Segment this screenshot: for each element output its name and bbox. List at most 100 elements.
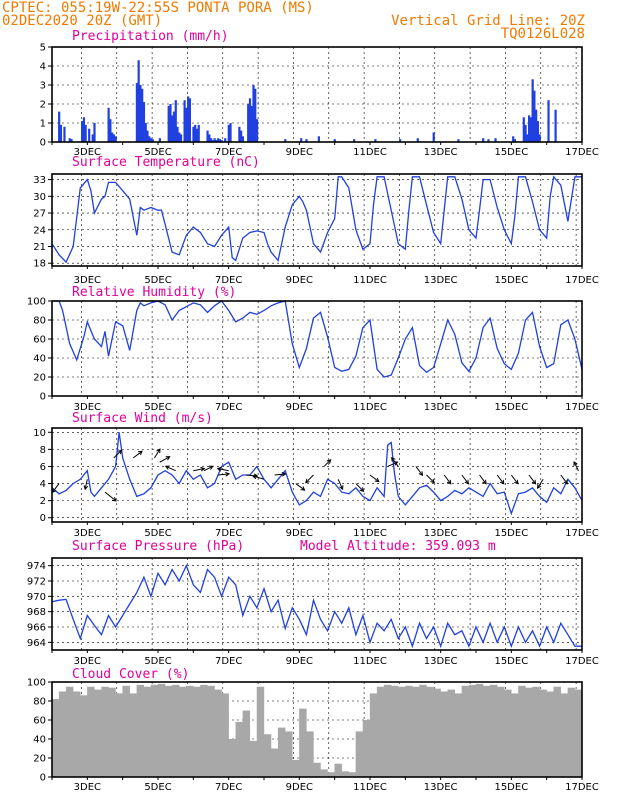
cloud-xtick-label: 13DEC [424, 782, 458, 793]
precip-bar [284, 139, 287, 142]
precip-bar [84, 124, 87, 142]
wind-vector-head [156, 448, 161, 454]
precip-ytick-label: 3 [40, 81, 46, 92]
temperature-ytick-label: 21 [33, 242, 46, 253]
pressure-ytick-label: 970 [27, 592, 46, 603]
wind-vector-arrow [443, 474, 452, 485]
cloud-bar [475, 683, 484, 777]
precip-bar [482, 138, 485, 142]
precip-bar [107, 107, 110, 142]
wind-vector-head [252, 474, 258, 480]
pressure-xtick-label: 13DEC [424, 656, 458, 667]
precip-bar [167, 105, 170, 142]
precip-bar [158, 138, 161, 142]
cloud-ytick-label: 100 [27, 678, 46, 689]
pressure-ytick-label: 966 [27, 623, 46, 634]
humidity-series-line [52, 300, 583, 378]
cloud-bar [186, 685, 194, 777]
precip-bar [141, 88, 144, 142]
wind-vector-arrow [537, 479, 544, 489]
cloud-bar [263, 734, 272, 777]
cloud-bar [58, 691, 67, 777]
wind-vector-arrow [323, 459, 332, 467]
cloud-bar [560, 693, 569, 777]
wind-ytick-label: 8 [40, 445, 46, 456]
wind-vector-head [374, 477, 380, 483]
wind-xtick-label: 9DEC [286, 528, 313, 539]
cloud-title: Cloud Cover (%) [72, 667, 189, 682]
precip-bar [457, 139, 460, 142]
cloud-bar [292, 759, 300, 777]
wind-ytick-label: 0 [40, 513, 46, 524]
precip-bar [512, 136, 515, 142]
precip-bar [215, 140, 218, 142]
wind-vector-arrow [573, 461, 579, 471]
precip-bar [176, 126, 179, 142]
precip-bar [146, 130, 149, 142]
cloud-ytick-label: 80 [33, 697, 46, 708]
cloud-bar [447, 689, 455, 777]
wind-vector-arrow [305, 474, 314, 484]
cloud-bar [136, 684, 145, 777]
cloud-ytick-label: 0 [40, 773, 46, 784]
header-datetime: 02DEC2020 20Z (GMT) [2, 13, 162, 29]
cloud-bar [221, 693, 229, 777]
precip-bar [416, 138, 419, 142]
cloud-bar [391, 685, 399, 777]
wind-vector-arrow [159, 456, 170, 463]
wind-xtick-label: 15DEC [494, 528, 528, 539]
cloud-bar [51, 699, 60, 777]
wind-vector-arrow [193, 468, 205, 472]
precip-bar [112, 134, 116, 142]
pressure-ytick-label: 972 [27, 577, 46, 588]
precip-title: Precipitation (mm/h) [72, 29, 229, 44]
precip-bar [255, 119, 259, 142]
cloud-bar [179, 686, 187, 777]
precip-xtick-label: 13DEC [424, 147, 458, 158]
precip-panel: Precipitation (mm/h) 0 1 2 3 4 5 3DEC 5DEC 7DEC 9D… [40, 29, 599, 158]
precip-bar [536, 121, 540, 142]
wind-vector-head [418, 471, 424, 477]
precip-bar [333, 139, 336, 142]
precip-bar [522, 117, 525, 142]
precip-bar [142, 102, 146, 142]
cloud-bar [249, 740, 258, 777]
precip-bar [109, 119, 112, 142]
wind-vector-head [111, 497, 117, 502]
wind-ytick-label: 2 [40, 496, 46, 507]
precip-bar [524, 124, 527, 142]
wind-vector-arrow [528, 474, 536, 485]
wind-vector-arrow [154, 448, 161, 459]
cloud-bar [461, 685, 470, 777]
cloud-xtick-label: 3DEC [74, 782, 101, 793]
temperature-frame [51, 173, 583, 267]
precip-bar [535, 109, 538, 142]
temperature-xtick-label: 17DEC [565, 275, 599, 286]
precip-bar [317, 136, 320, 142]
precip-bar [139, 85, 142, 142]
precip-bar [111, 132, 114, 142]
humidity-ytick-label: 20 [33, 373, 46, 384]
humidity-ytick-label: 60 [33, 335, 46, 346]
cloud-bar [497, 686, 505, 777]
header-model-id: TQ0126L028 [501, 26, 585, 42]
wind-vector-arrow [479, 474, 487, 485]
precip-bar [171, 115, 174, 142]
wind-vector-head [253, 473, 259, 479]
precip-bar [137, 60, 140, 142]
humidity-xtick-label: 7DEC [215, 402, 242, 413]
wind-vector-head [359, 487, 365, 492]
temperature-xtick-label: 15DEC [494, 275, 528, 286]
cloud-bar [73, 691, 81, 777]
cloud-xtick-label: 7DEC [215, 782, 242, 793]
precip-xtick-label: 3DEC [74, 147, 101, 158]
cloud-bar [285, 731, 293, 777]
wind-vector-head [117, 449, 123, 455]
cloud-bar [235, 721, 243, 777]
precip-bar [528, 115, 531, 142]
precip-bar [151, 139, 154, 142]
humidity-ytick-label: 0 [40, 392, 46, 403]
precip-bar [68, 138, 71, 142]
temperature-xtick-label: 9DEC [286, 275, 313, 286]
